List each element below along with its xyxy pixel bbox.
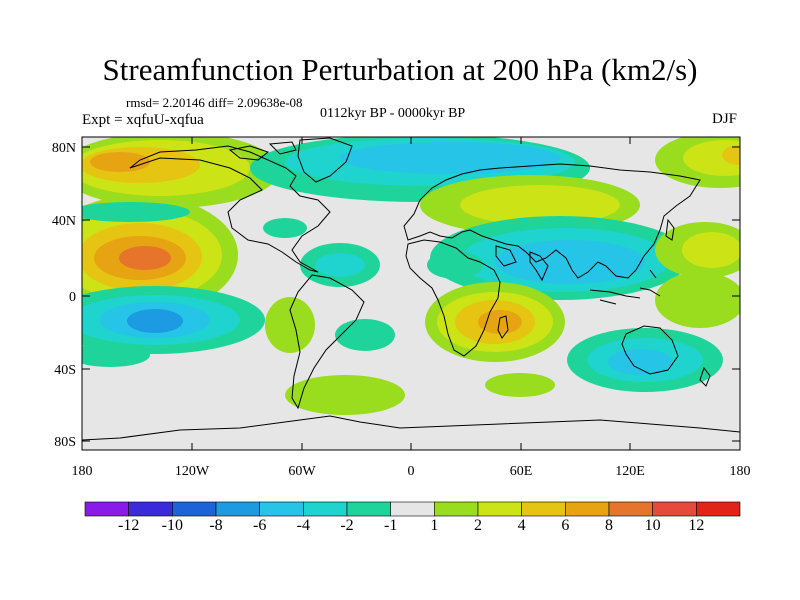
lon-label-120e: 120E <box>615 464 645 479</box>
colorbar-label: -4 <box>296 517 310 534</box>
coast-japan <box>665 218 675 241</box>
experiment-text: Expt = xqfuU-xqfua <box>82 112 204 128</box>
colorbar <box>84 501 741 517</box>
colorbar-label: -10 <box>161 517 183 534</box>
colorbar-label: -2 <box>340 517 354 534</box>
anomaly-southern-ocean-high <box>485 373 555 397</box>
colorbar-swatch <box>652 501 697 517</box>
coastlines <box>82 137 740 441</box>
colorbar-swatch <box>696 501 741 517</box>
coast-north-america <box>129 145 331 273</box>
colorbar-swatch <box>84 501 129 517</box>
coast-madagascar <box>497 315 509 339</box>
colorbar-swatch <box>259 501 304 517</box>
colorbar-label: 6 <box>561 517 570 534</box>
anomaly-sw-pacific-high <box>655 272 740 328</box>
anomaly-s-africa-high <box>425 282 565 362</box>
anomaly-n-pacific-high <box>82 137 280 208</box>
colorbar-swatch <box>608 501 653 517</box>
anomaly-atlantic-low <box>300 243 483 351</box>
colorbar-swatch <box>215 501 260 517</box>
colorbar-swatch <box>521 501 566 517</box>
coast-se-asia-islands <box>589 269 661 305</box>
stats-text: rmsd= 2.20146 diff= 2.09638e-08 <box>126 95 303 110</box>
colorbar-label: 10 <box>644 517 661 534</box>
anomaly-ne-pacific-high <box>82 195 238 315</box>
lon-label-60e: 60E <box>510 464 533 479</box>
anomaly-gulf-low <box>263 218 307 238</box>
figure-title: Streamfunction Perturbation at 200 hPa (… <box>102 52 698 87</box>
coast-india <box>495 245 549 282</box>
anomaly-pacific-band <box>82 202 190 222</box>
lat-label-80s: 80S <box>54 435 76 450</box>
lon-label-180e: 180 <box>730 464 751 479</box>
lat-label-0: 0 <box>69 290 76 305</box>
colorbar-swatch <box>434 501 479 517</box>
colorbar-label: -8 <box>209 517 223 534</box>
colorbar-label: -1 <box>383 517 398 534</box>
coast-new-zealand <box>699 366 711 387</box>
coast-eurasia <box>403 163 701 279</box>
lat-label-40n: 40N <box>52 214 76 229</box>
season-text: DJF <box>712 111 738 127</box>
coast-africa <box>405 239 501 357</box>
coast-greenland <box>297 137 353 183</box>
colorbar-swatch <box>128 501 173 517</box>
tick-marks <box>82 137 740 450</box>
coast-antarctica <box>82 415 740 441</box>
colorbar-swatch <box>477 501 522 517</box>
colorbar-swatch <box>390 501 435 517</box>
lon-label-180w: 180 <box>72 464 93 479</box>
lat-label-80n: 80N <box>52 141 76 156</box>
lat-label-40s: 40S <box>54 363 76 378</box>
lon-label-120w: 120W <box>175 464 210 479</box>
colorbar-label: 4 <box>517 517 526 534</box>
anomaly-s-pacific-low <box>82 286 265 354</box>
anomaly-far-s-pacific <box>82 343 150 367</box>
colorbar-label: 12 <box>688 517 705 534</box>
coast-australia <box>621 325 679 375</box>
coast-south-america <box>289 274 365 410</box>
colorbar-label: -12 <box>117 517 140 534</box>
colorbar-swatch <box>565 501 610 517</box>
lon-label-0: 0 <box>408 464 415 479</box>
coast-arctic-islands <box>228 141 297 161</box>
anomaly-ne-high-right <box>655 137 740 188</box>
colorbar-label: 2 <box>474 517 482 534</box>
lon-label-60w: 60W <box>288 464 316 479</box>
colorbar-label: 8 <box>605 517 613 534</box>
anomaly-w-pacific-high <box>655 222 740 278</box>
colorbar-label: 1 <box>430 517 439 534</box>
colorbar-swatch <box>346 501 391 517</box>
colorbar-label: -6 <box>252 517 267 534</box>
anomaly-australia-low <box>567 328 723 392</box>
field-layer <box>82 137 740 415</box>
anomaly-s-america-high <box>265 297 405 415</box>
period-text: 0112kyr BP - 0000kyr BP <box>320 106 466 121</box>
colorbar-swatch <box>303 501 348 517</box>
colorbar-swatch <box>172 501 217 517</box>
